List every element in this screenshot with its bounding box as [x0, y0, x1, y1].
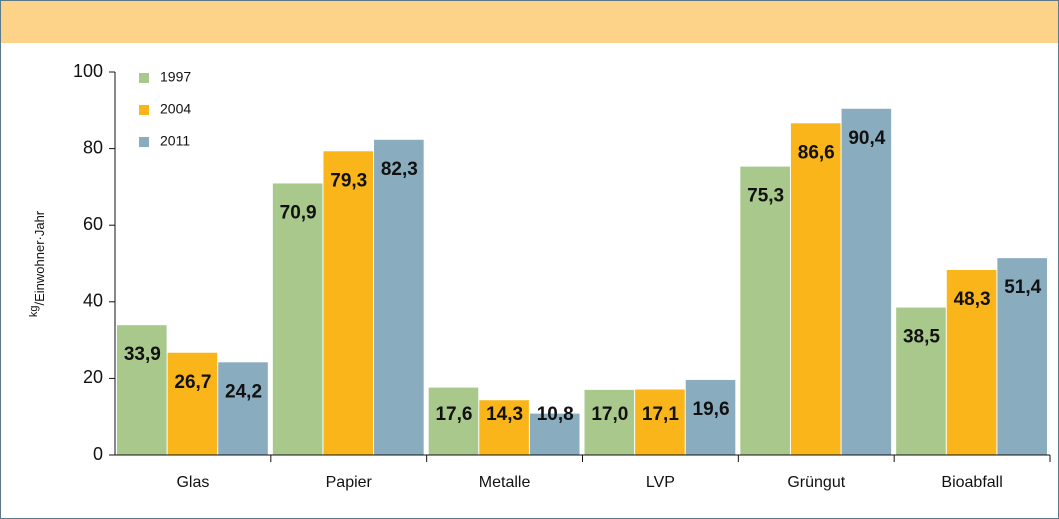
value-label: 17,1 — [642, 404, 679, 425]
bar — [896, 307, 946, 455]
x-tick-label: Glas — [176, 474, 209, 491]
bar — [841, 108, 892, 455]
bar — [272, 183, 323, 455]
value-label: 86,6 — [798, 142, 835, 163]
bar — [685, 379, 736, 455]
y-tick-label: 80 — [83, 137, 103, 157]
y-tick-label: 20 — [83, 367, 103, 387]
value-label: 10,8 — [537, 404, 574, 425]
value-label: 48,3 — [954, 289, 991, 310]
bar — [584, 389, 635, 455]
value-label: 19,6 — [693, 399, 730, 420]
bar — [117, 325, 167, 455]
value-label: 17,0 — [591, 404, 628, 425]
bar — [323, 151, 374, 455]
legend-swatch — [139, 73, 149, 83]
value-label: 75,3 — [747, 186, 784, 207]
bar — [790, 123, 841, 456]
legend-swatch — [139, 137, 149, 147]
x-tick-label: Grüngut — [787, 474, 845, 491]
value-label: 24,2 — [225, 381, 262, 402]
header-band — [1, 1, 1058, 43]
value-label: 90,4 — [848, 128, 885, 149]
value-label: 79,3 — [330, 170, 367, 191]
bar — [428, 387, 479, 455]
value-label: 70,9 — [280, 202, 317, 223]
bar — [635, 389, 685, 455]
legend-label: 2004 — [160, 101, 191, 117]
value-label: 26,7 — [174, 372, 211, 393]
y-tick-label: 0 — [93, 444, 103, 464]
bar — [997, 258, 1047, 455]
value-label: 51,4 — [1004, 277, 1041, 298]
bar — [218, 362, 268, 455]
bar — [374, 139, 424, 455]
bar — [740, 166, 790, 455]
value-label: 38,5 — [903, 327, 940, 348]
value-label: 82,3 — [381, 159, 418, 180]
bar — [946, 270, 997, 455]
x-tick-label: Papier — [326, 474, 373, 491]
legend-label: 2011 — [160, 133, 190, 149]
y-label-numerator: kg — [28, 306, 40, 318]
legend-swatch — [139, 105, 149, 115]
legend-label: 1997 — [160, 69, 191, 85]
y-tick-label: 100 — [73, 61, 103, 81]
value-label: 33,9 — [124, 344, 161, 365]
x-tick-label: Bioabfall — [941, 474, 1002, 491]
bar — [479, 400, 529, 455]
x-tick-label: LVP — [646, 474, 675, 491]
y-label-denominator: /Einwohner·Jahr — [32, 210, 47, 305]
bar — [529, 413, 580, 455]
x-tick-label: Metalle — [479, 474, 531, 491]
bar — [167, 352, 218, 455]
y-tick-label: 60 — [83, 214, 103, 234]
y-tick-label: 40 — [83, 291, 103, 311]
y-axis-label: kg/Einwohner·Jahr — [28, 210, 48, 317]
value-label: 14,3 — [486, 404, 523, 425]
value-label: 17,6 — [435, 404, 472, 425]
